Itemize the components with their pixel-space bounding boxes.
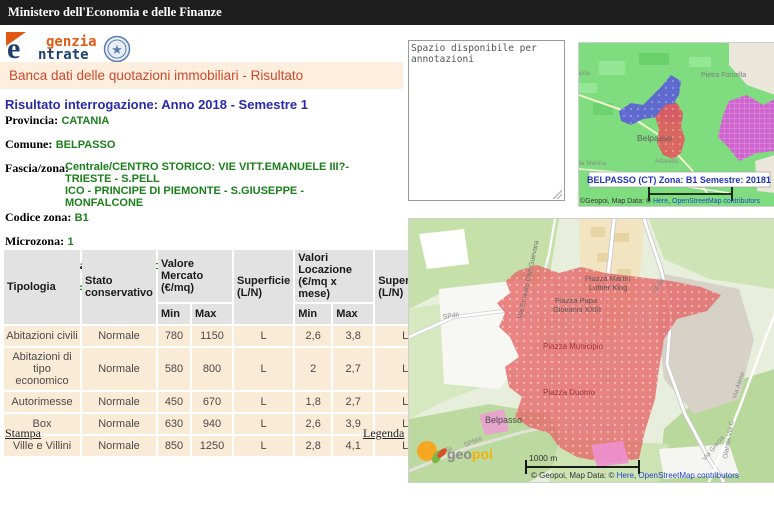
logo-text-entrate: ntrate xyxy=(38,49,97,62)
detailmap-label-piazza-mlk-1: Piazza Martin xyxy=(585,274,630,283)
minimap-label-eria: eria xyxy=(579,70,590,77)
col-valore-mercato: Valore Mercato (€/mq) xyxy=(158,250,232,302)
detailmap-label-piazza-mlk-2: Luther King xyxy=(589,283,627,292)
legenda-link[interactable]: Legenda xyxy=(363,426,404,441)
col-min-locazione: Min xyxy=(295,304,331,324)
overview-zone-map[interactable]: Pietra Forcella Belpasso Altarello ta Ma… xyxy=(578,42,774,207)
minimap-here-link[interactable]: Here xyxy=(653,198,668,205)
table-cell: Normale xyxy=(82,436,156,456)
table-cell: 800 xyxy=(192,348,232,390)
ministry-bar: Ministero dell'Economia e delle Finanze xyxy=(0,0,774,25)
col-min-mercato: Min xyxy=(158,304,190,324)
field-provincia: Provincia: CATANIA xyxy=(5,113,403,128)
table-row: Autorimesse Normale 450 670 L 1,8 2,7 L xyxy=(4,392,435,412)
minimap-label-altarello: Altarello xyxy=(655,158,679,165)
table-cell: 2 xyxy=(295,348,331,390)
textarea-resize-handle[interactable] xyxy=(552,189,562,199)
table-cell: L xyxy=(234,348,293,390)
table-cell: Normale xyxy=(82,392,156,412)
table-row: Abitazioni civili Normale 780 1150 L 2,6… xyxy=(4,326,435,346)
table-cell: Normale xyxy=(82,348,156,390)
table-cell: 2,6 xyxy=(295,414,331,434)
col-valori-locazione: Valori Locazione (€/mq x mese) xyxy=(295,250,373,302)
detailmap-scale-label: 1000 m xyxy=(529,453,557,463)
svg-text:geopoi: geopoi xyxy=(447,446,493,462)
page-title: Banca dati delle quotazioni immobiliari … xyxy=(9,68,303,83)
table-cell: Abitazioni di tipo economico xyxy=(4,348,80,390)
page: Ministero dell'Economia e delle Finanze … xyxy=(0,0,774,511)
table-cell: 580 xyxy=(158,348,190,390)
table-cell: 1150 xyxy=(192,326,232,346)
svg-text:©Geopoi, Map Data: © Here, Ope: ©Geopoi, Map Data: © Here, OpenStreetMap… xyxy=(580,197,760,205)
stampa-link[interactable]: Stampa xyxy=(5,426,41,441)
minimap-label-pietra-forcella: Pietra Forcella xyxy=(701,72,746,79)
field-fascia-zona: Fascia/zona: Centrale/CENTRO STORICO: VI… xyxy=(5,161,403,209)
table-header-row: Tipologia Stato conservativo Valore Merc… xyxy=(4,250,435,302)
minimap-attribution-prefix: ©Geopoi, Map Data: © xyxy=(580,197,653,205)
geopoi-logo-geo: geo xyxy=(447,446,472,462)
table-cell: 850 xyxy=(158,436,190,456)
republic-emblem-icon: ★ xyxy=(103,35,131,63)
table-cell: L xyxy=(234,392,293,412)
table-cell: L xyxy=(234,414,293,434)
table-cell: Normale xyxy=(82,414,156,434)
ministry-title: Ministero dell'Economia e delle Finanze xyxy=(8,5,222,19)
table-cell: L xyxy=(234,326,293,346)
geopoi-logo-poi: poi xyxy=(472,446,493,462)
table-cell: 3,8 xyxy=(333,326,373,346)
table-cell: 2,6 xyxy=(295,326,331,346)
svg-text:© Geopoi, Map Data: © Here, Op: © Geopoi, Map Data: © Here, OpenStreetMa… xyxy=(531,471,739,480)
field-comune: Comune: BELPASSO xyxy=(5,137,403,152)
page-title-banner: Banca dati delle quotazioni immobiliari … xyxy=(0,62,403,89)
table-cell: Normale xyxy=(82,326,156,346)
col-stato: Stato conservativo xyxy=(82,250,156,324)
annotations-textarea[interactable]: Spazio disponibile per annotazioni xyxy=(408,40,565,201)
result-heading: Risultato interrogazione: Anno 2018 - Se… xyxy=(5,97,308,112)
detail-street-map[interactable]: SP4ii Via Ernesto Che Guevara Piazza Mar… xyxy=(408,218,774,483)
table-cell: 2,7 xyxy=(333,392,373,412)
table-cell: 1,8 xyxy=(295,392,331,412)
svg-text:★: ★ xyxy=(111,42,123,57)
minimap-osm-link[interactable]: OpenStreetMap contributors xyxy=(672,198,760,205)
detailmap-attribution-prefix: © Geopoi, Map Data: © xyxy=(531,471,617,480)
minimap-caption: BELPASSO (CT) Zona: B1 Semestre: 20181 xyxy=(587,175,771,185)
table-cell: 780 xyxy=(158,326,190,346)
table-cell: 670 xyxy=(192,392,232,412)
field-codice-zona: Codice zona: B1 xyxy=(5,210,403,225)
table-cell: 2,8 xyxy=(295,436,331,456)
detailmap-label-belpasso: Belpasso xyxy=(485,415,522,425)
agenzia-entrate-logo-icon: e xyxy=(6,32,36,66)
table-cell: L xyxy=(234,436,293,456)
table-cell: Autorimesse xyxy=(4,392,80,412)
table-cell: 450 xyxy=(158,392,190,412)
col-superficie-1: Superficie (L/N) xyxy=(234,250,293,324)
table-cell: 630 xyxy=(158,414,190,434)
table-cell: 2,7 xyxy=(333,348,373,390)
table-row: Abitazioni di tipo economico Normale 580… xyxy=(4,348,435,390)
field-microzona: Microzona: 1 xyxy=(5,234,403,249)
minimap-label-belpasso: Belpasso xyxy=(637,133,672,143)
col-max-mercato: Max xyxy=(192,304,232,324)
detailmap-label-piazza-municipio: Piazza Municipio xyxy=(543,342,604,351)
detailmap-label-piazza-papa-1: Piazza Papa xyxy=(555,296,598,305)
table-cell: 1250 xyxy=(192,436,232,456)
minimap-label-marina: ta Marina xyxy=(579,160,606,167)
detailmap-label-piazza-duomo: Piazza Duomo xyxy=(543,388,596,397)
table-cell: Abitazioni civili xyxy=(4,326,80,346)
detailmap-osm-link[interactable]: OpenStreetMap contributors xyxy=(638,471,739,480)
col-tipologia: Tipologia xyxy=(4,250,80,324)
detailmap-here-link[interactable]: Here xyxy=(617,471,635,480)
detailmap-zone-pink xyxy=(591,441,629,467)
col-max-locazione: Max xyxy=(333,304,373,324)
table-cell: 940 xyxy=(192,414,232,434)
detailmap-label-piazza-papa-2: Giovanni XXIII xyxy=(553,305,601,314)
